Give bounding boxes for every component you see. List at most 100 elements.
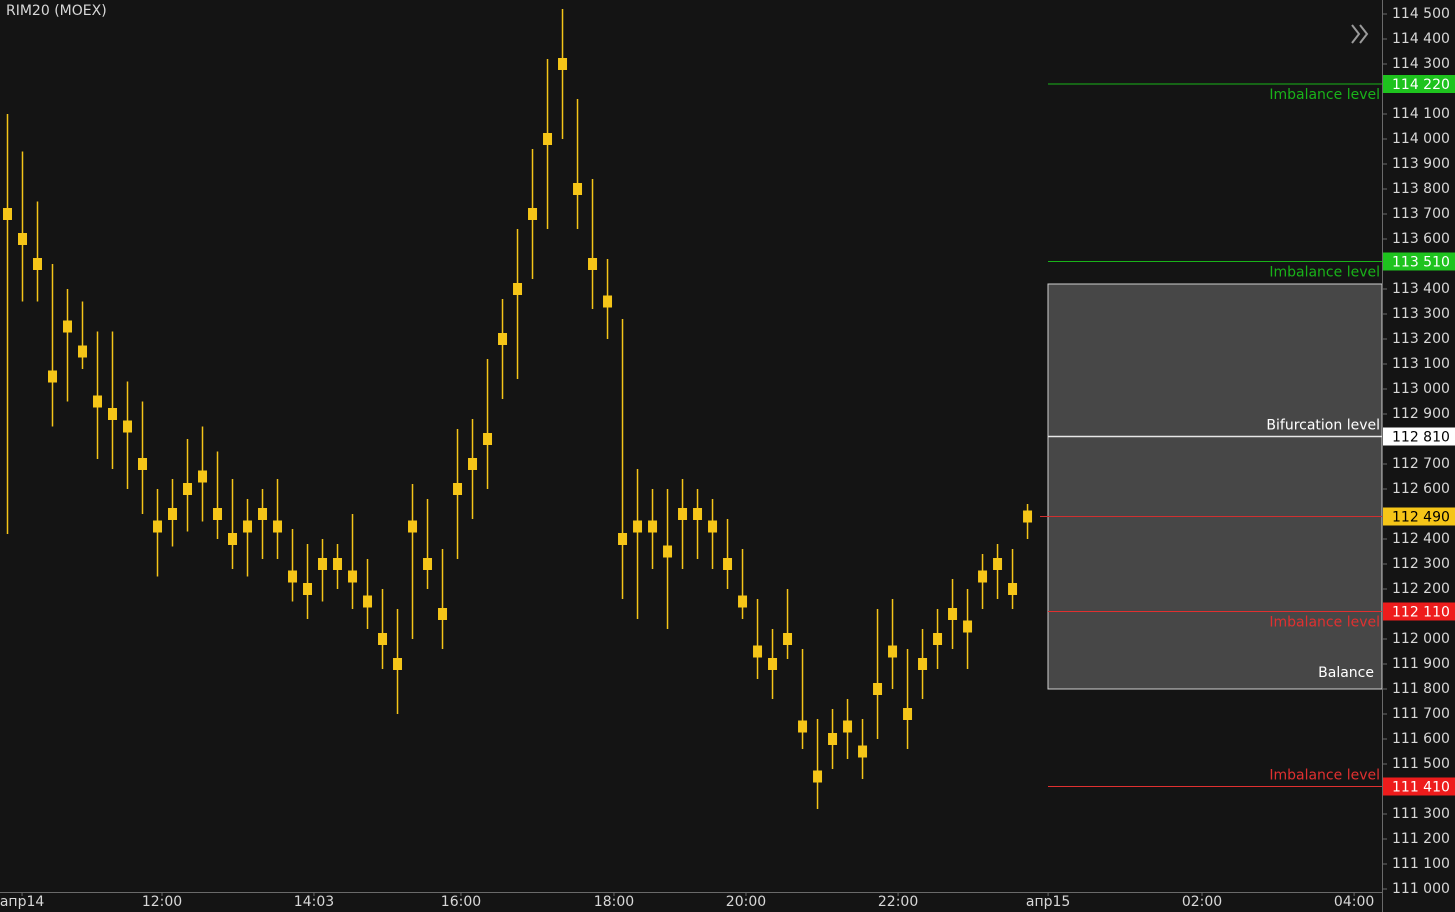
scroll-button[interactable] [1351,24,1369,44]
candle-close [978,570,988,583]
level-label: Imbalance level [1269,265,1380,281]
y-tick-label: 114 300 [1392,56,1450,72]
balance-label: Balance [1318,665,1374,681]
candle-close [588,258,598,270]
y-tick-label: 113 200 [1392,331,1450,347]
candle-close [18,233,28,245]
y-tick-label: 113 000 [1392,381,1450,397]
x-tick-label: 02:00 [1182,894,1222,910]
x-tick-label: апр15 [1026,894,1070,910]
candle-close [618,533,628,545]
balance-zone [1047,283,1383,690]
price-badge-label: 113 510 [1392,255,1450,271]
x-tick-label: 04:00 [1334,894,1374,910]
candle-close [813,770,823,783]
candle-close [513,283,523,295]
y-tick-label: 111 500 [1392,756,1450,772]
candle-close [288,570,298,583]
x-tick-label: апр14 [0,894,44,910]
chart-title: RIM20 (MOEX) [6,3,107,19]
price-badge-label: 112 490 [1392,510,1450,526]
x-tick-label: 16:00 [441,894,481,910]
candle-close [678,508,688,520]
candle-close [408,520,418,533]
candle-close [168,508,178,520]
candle-close [783,633,793,645]
price-badge [1383,507,1455,526]
y-tick-label: 114 400 [1392,31,1450,47]
candle-close [213,508,223,520]
candle-close [93,395,103,408]
y-tick-label: 113 100 [1392,356,1450,372]
candle-close [123,420,133,433]
candle-close [198,470,208,483]
y-tick-label: 113 400 [1392,281,1450,297]
candle-close [693,508,703,520]
candle-close [603,295,613,308]
candle-close [903,708,913,720]
candle-close [498,333,508,345]
price-badge-label: 112 810 [1392,430,1450,446]
candle-close [633,520,643,533]
candle-close [423,558,433,570]
candle-close [918,658,928,670]
y-tick-label: 111 100 [1392,856,1450,872]
candle-close [378,633,388,645]
price-badge [1383,427,1455,446]
y-tick-label: 111 000 [1392,881,1450,897]
y-tick-label: 113 600 [1392,231,1450,247]
y-tick-label: 113 800 [1392,181,1450,197]
candle-close [138,458,148,470]
candle-close [108,408,118,420]
price-badge [1383,252,1455,271]
candle-close [1023,510,1033,523]
candle-close [183,483,193,495]
candle-close [858,745,868,758]
candle-close [228,533,238,545]
candle-close [768,658,778,670]
y-tick-label: 114 000 [1392,131,1450,147]
price-badge-label: 112 110 [1392,605,1450,621]
candle-close [708,520,718,533]
y-tick-label: 112 300 [1392,556,1450,572]
candle-close [723,558,733,570]
candle-close [558,58,568,70]
candle-close [873,683,883,695]
candle-close [528,208,538,220]
x-tick-label: 14:03 [294,894,334,910]
y-tick-label: 112 900 [1392,406,1450,422]
y-tick-label: 111 300 [1392,806,1450,822]
candle-close [828,733,838,745]
y-tick-label: 113 300 [1392,306,1450,322]
candle-close [543,133,553,145]
y-tick-label: 111 200 [1392,831,1450,847]
candle-close [63,320,73,333]
x-tick-label: 12:00 [142,894,182,910]
price-badge [1383,602,1455,621]
candle-close [243,520,253,533]
candle-close [333,558,343,570]
y-tick-label: 111 600 [1392,731,1450,747]
candle-close [948,608,958,620]
x-tick-label: 18:00 [594,894,634,910]
y-tick-label: 112 000 [1392,631,1450,647]
y-tick-label: 113 900 [1392,156,1450,172]
candle-close [48,370,58,383]
candle-close [348,570,358,583]
candle-close [573,183,583,195]
y-tick-label: 112 400 [1392,531,1450,547]
candle-close [153,520,163,533]
level-label: Bifurcation level [1266,418,1380,434]
candle-close [483,433,493,445]
candle-close [963,620,973,633]
y-tick-label: 112 600 [1392,481,1450,497]
x-tick-label: 22:00 [878,894,918,910]
candle-close [303,583,313,595]
y-tick-label: 114 100 [1392,106,1450,122]
candle-close [1008,583,1018,595]
candle-close [993,558,1003,570]
price-badge-label: 114 220 [1392,77,1450,93]
candle-close [78,345,88,358]
